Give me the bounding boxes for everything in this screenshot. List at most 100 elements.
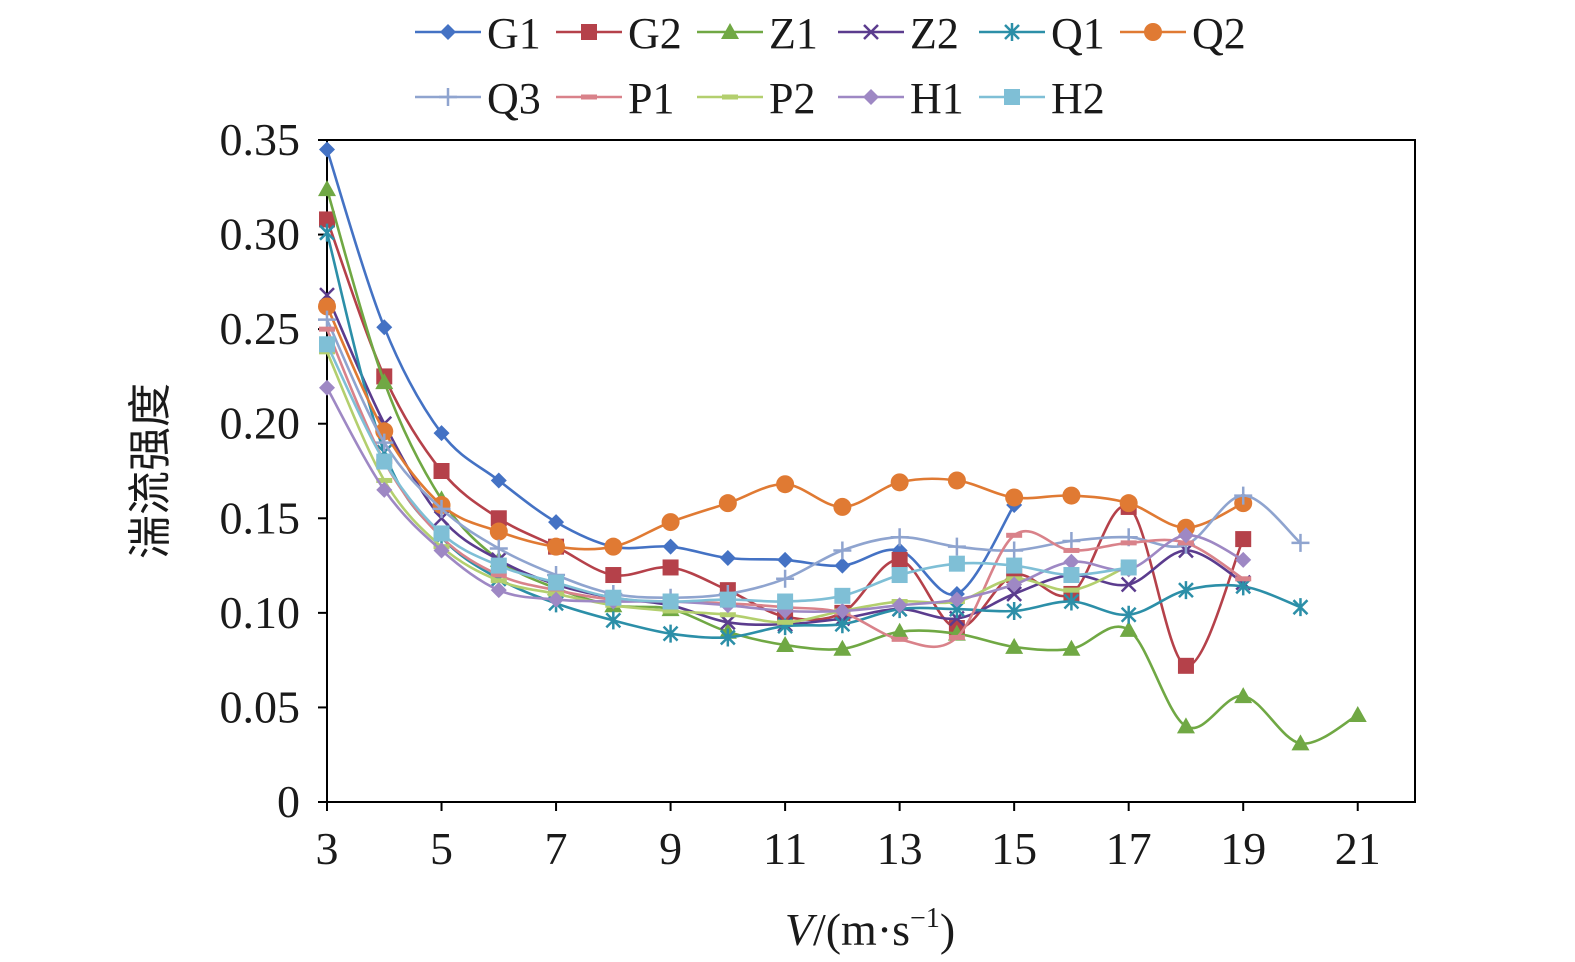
data-point-h2: [605, 589, 622, 606]
data-point-q2: [547, 537, 566, 556]
data-point-p2: [662, 608, 679, 614]
data-point-g1: [662, 538, 679, 555]
series-line-q2: [325, 305, 1244, 551]
data-point-q3: [432, 499, 451, 518]
data-point-z1: [833, 639, 852, 656]
data-point-h1: [1006, 576, 1023, 593]
legend-marker-p2: [722, 94, 738, 100]
series-q3: [318, 310, 1310, 607]
data-point-p1: [1006, 532, 1023, 538]
series-layer: [318, 141, 1367, 751]
y-axis-ticks: 0 0.05 0.10 0.15 0.20 0.25 0.30 0.35: [220, 114, 327, 827]
data-point-h1: [433, 542, 450, 559]
legend-label: P2: [769, 74, 815, 123]
legend-item-z1: Z1: [697, 9, 818, 58]
data-point-g2: [1235, 531, 1252, 548]
legend-item-p2: P2: [697, 74, 815, 123]
plot-area: [326, 139, 1416, 803]
data-point-g1: [834, 557, 851, 574]
data-point-q1: [605, 611, 622, 630]
x-tick-label: 19: [1220, 823, 1266, 874]
y-tick-label: 0.10: [220, 587, 301, 638]
data-point-q2: [489, 522, 508, 541]
data-point-z1: [1062, 639, 1081, 656]
data-point-q1: [662, 624, 679, 643]
data-point-g2: [605, 567, 622, 584]
data-point-h1: [1063, 553, 1080, 570]
x-axis-ticks: 3 5 7 9 11 13 15 17 19 21: [316, 802, 1381, 874]
data-point-h1: [891, 597, 908, 614]
legend-label: Q1: [1051, 9, 1105, 58]
data-point-h2: [834, 587, 851, 604]
x-tick-label: 13: [877, 823, 923, 874]
legend-item-z2: Z2: [838, 9, 959, 58]
legend-item-p1: P1: [556, 74, 674, 123]
x-tick-label: 9: [659, 823, 682, 874]
data-point-h2: [319, 336, 335, 353]
legend-item-g1: G1: [415, 9, 541, 58]
legend-marker-h1: [863, 89, 879, 105]
data-point-g2: [662, 559, 679, 576]
data-point-g2: [1177, 657, 1194, 674]
data-point-g1: [319, 141, 335, 158]
y-tick-label: 0.30: [220, 209, 301, 260]
data-point-p1: [948, 634, 965, 640]
chart-legend: G1 G2 Z1 Z2 Q1 Q2 Q3 P1 P2 H1 H2: [415, 9, 1246, 123]
series-h2: [319, 336, 1137, 610]
data-point-p1: [1063, 547, 1080, 553]
legend-marker-q3: [439, 88, 457, 106]
series-line-q3: [325, 319, 1302, 600]
data-point-h2: [777, 593, 794, 610]
data-point-h2: [1063, 567, 1080, 584]
data-point-h2: [490, 557, 507, 574]
data-point-z1: [1234, 687, 1253, 704]
data-point-h2: [548, 574, 565, 591]
data-point-g2: [490, 510, 507, 527]
data-point-q3: [1062, 531, 1081, 550]
legend-label: P1: [628, 74, 674, 123]
data-point-p1: [1120, 540, 1137, 546]
legend-item-h2: H2: [979, 74, 1105, 123]
data-point-q3: [1291, 533, 1310, 552]
data-point-h1: [1235, 551, 1252, 568]
data-point-g1: [376, 319, 393, 336]
y-tick-label: 0.25: [220, 303, 301, 354]
y-tick-label: 0.15: [220, 492, 301, 543]
x-axis-title: V/(m·s−1): [785, 903, 955, 955]
x-tick-label: 21: [1335, 823, 1381, 874]
data-point-q3: [1005, 541, 1024, 560]
legend-label: H2: [1051, 74, 1105, 123]
data-point-g1: [433, 425, 450, 442]
data-point-q2: [1062, 486, 1081, 505]
data-point-z1: [375, 373, 394, 390]
data-point-q2: [833, 497, 852, 516]
series-line-z1: [325, 188, 1359, 745]
data-point-g1: [490, 472, 507, 489]
legend-marker-p1: [581, 94, 597, 100]
legend-item-h1: H1: [838, 74, 964, 123]
data-point-q1: [1006, 601, 1023, 620]
data-point-q2: [776, 475, 795, 494]
data-point-q3: [947, 537, 966, 556]
data-point-h1: [1177, 527, 1194, 544]
data-point-z1: [1176, 717, 1195, 734]
legend-item-q1: Q1: [979, 9, 1105, 58]
data-point-q3: [776, 569, 795, 588]
series-q2: [318, 297, 1253, 556]
legend-label: G2: [628, 9, 682, 58]
legend-item-q3: Q3: [415, 74, 541, 123]
legend-marker-q2: [1144, 23, 1162, 41]
data-point-h2: [1006, 557, 1023, 574]
legend-item-g2: G2: [556, 9, 682, 58]
data-point-q1: [1178, 581, 1194, 600]
series-q1: [319, 223, 1309, 647]
legend-label: Z1: [769, 9, 818, 58]
data-point-p2: [1063, 587, 1080, 593]
data-point-q3: [489, 539, 508, 558]
data-point-z1: [776, 636, 795, 653]
data-point-q3: [1234, 486, 1253, 505]
data-point-h1: [376, 481, 393, 498]
data-point-p2: [376, 477, 393, 483]
data-point-z2: [719, 614, 736, 631]
